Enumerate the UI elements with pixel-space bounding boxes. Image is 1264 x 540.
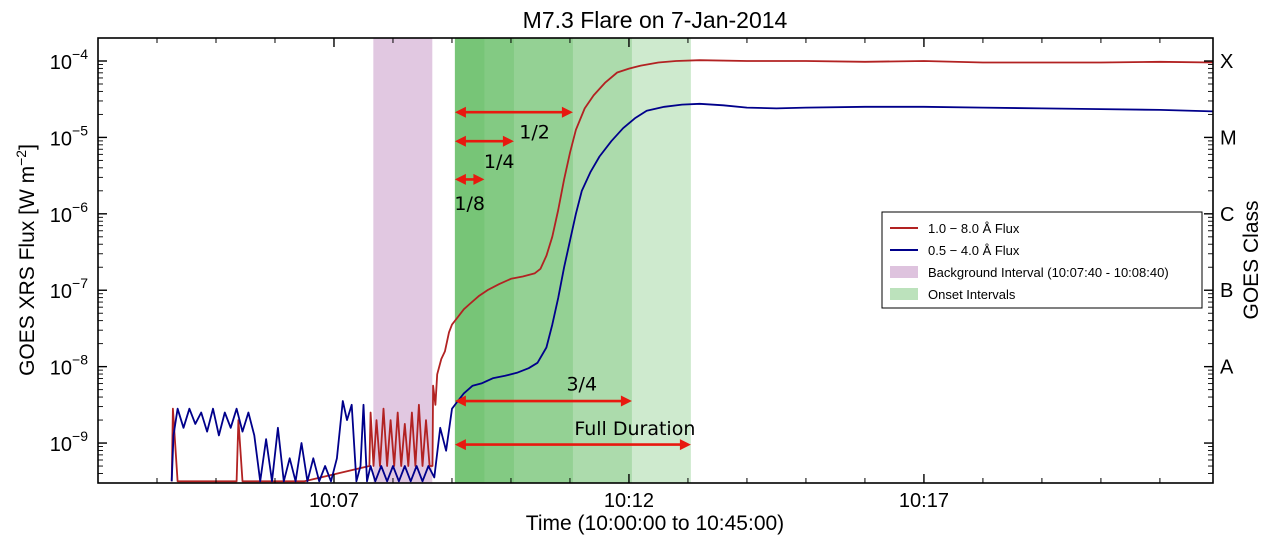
arrow-head-right — [620, 395, 632, 407]
arrow-head-left — [454, 395, 466, 407]
legend-entry: Onset Intervals — [890, 287, 1016, 302]
x-tick-label: 10:07 — [309, 490, 359, 512]
x-tick-label: 10:12 — [604, 490, 654, 512]
legend: 1.0 − 8.0 Å Flux 0.5 − 4.0 Å Flux Backgrou… — [881, 211, 1203, 309]
y-axis-label: GOES XRS Flux [W m−2] — [13, 144, 39, 376]
arrow-label: 3/4 — [566, 373, 597, 395]
y-tick-label: 10−9 — [50, 428, 88, 456]
duration-arrow-1-8: 1/8 — [454, 173, 485, 215]
x-axis-label: Time (10:00:00 to 10:45:00) — [526, 512, 784, 535]
y-tick-label: 10−8 — [50, 352, 88, 380]
legend-box — [881, 211, 1203, 309]
arrow-head-right — [679, 439, 691, 451]
goes-class-label: C — [1220, 204, 1234, 226]
legend-label: Onset Intervals — [928, 287, 1016, 302]
y-axis-label-exponent: −2 — [13, 150, 29, 166]
series-line-long-channel — [170, 59, 1213, 483]
legend-swatch-patch — [890, 266, 918, 278]
arrow-label: 1/4 — [484, 151, 515, 173]
arrow-label: 1/8 — [454, 193, 485, 215]
arrow-head-right — [502, 135, 514, 147]
arrow-label: 1/2 — [519, 121, 550, 143]
goes-class-label: X — [1220, 51, 1233, 73]
goes-class-label: M — [1220, 127, 1237, 149]
y-tick-label: 10−4 — [50, 46, 88, 74]
legend-label: 1.0 − 8.0 Å Flux — [928, 221, 1020, 236]
arrow-head-right — [473, 173, 485, 185]
series-line-short-channel — [170, 102, 1213, 483]
plot-frame — [97, 37, 1214, 484]
flux-series — [170, 59, 1213, 483]
legend-swatch-patch — [890, 288, 918, 300]
arrow-head-left — [454, 173, 466, 185]
onset-interval-band-5 — [454, 38, 485, 483]
chart-title: M7.3 Flare on 7-Jan-2014 — [523, 7, 788, 33]
arrow-head-left — [454, 439, 466, 451]
y-axis-label-close: ] — [16, 144, 39, 150]
y-tick-label: 10−7 — [50, 275, 88, 303]
legend-entry: Background Interval (10:07:40 - 10:08:40… — [890, 265, 1169, 280]
duration-arrow-1-2: 1/2 — [454, 106, 573, 143]
arrow-head-right — [561, 106, 573, 118]
x-tick-label: 10:17 — [899, 490, 949, 512]
goes-class-label: B — [1220, 280, 1233, 302]
duration-annotations: 1/21/4 1/8 3/4 Full Duration — [454, 106, 695, 451]
legend-label: 0.5 − 4.0 Å Flux — [928, 243, 1020, 258]
legend-label: Background Interval (10:07:40 - 10:08:40… — [928, 265, 1169, 280]
arrow-head-left — [454, 106, 466, 118]
axes: 10:07 10:12 10:17 10−9 10−8 10−7 10−6 10−5 10−4 A… — [50, 37, 1237, 512]
y2-axis-label: GOES Class — [1240, 200, 1263, 319]
goes-class-label: A — [1220, 357, 1234, 379]
legend-entry: 1.0 − 8.0 Å Flux — [890, 221, 1020, 236]
duration-arrow-full-duration: Full Duration — [454, 418, 695, 451]
y-tick-label: 10−6 — [50, 199, 88, 227]
duration-arrow-1-4: 1/4 — [454, 135, 515, 173]
arrow-label: Full Duration — [574, 418, 695, 440]
legend-entry: 0.5 − 4.0 Å Flux — [890, 243, 1020, 258]
y-axis-label-main: GOES XRS Flux [W m — [16, 166, 39, 376]
arrow-head-left — [454, 135, 466, 147]
duration-arrow-3-4: 3/4 — [454, 373, 632, 407]
y-tick-label: 10−5 — [50, 122, 88, 150]
interval-bands — [373, 38, 691, 483]
